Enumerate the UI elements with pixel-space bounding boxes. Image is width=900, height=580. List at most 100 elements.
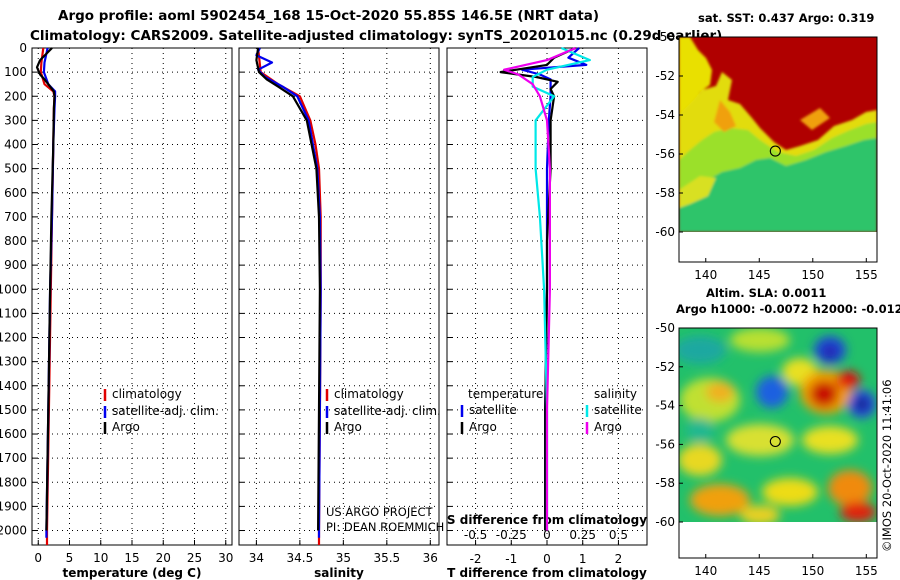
y-tick-label: 1000 — [0, 282, 27, 296]
series-line-argo — [255, 47, 321, 531]
series-line-salinity-argo — [503, 46, 577, 531]
series-line-argo — [35, 47, 56, 531]
map-y-tick-label: -58 — [655, 186, 675, 200]
y-tick-label: 1400 — [0, 379, 27, 393]
map-x-tick-label: 155 — [855, 268, 878, 282]
series-line-salinity-satellite — [531, 46, 592, 531]
map-x-tick-label: 145 — [748, 268, 771, 282]
plot-frame — [31, 47, 233, 546]
legend-label: satellite — [594, 403, 642, 417]
legend-label: Argo — [594, 420, 622, 434]
y-tick-label: 800 — [4, 234, 27, 248]
y-tick-label: 1700 — [0, 451, 27, 465]
y-tick-label: 1500 — [0, 403, 27, 417]
y-tick-label: 0 — [19, 41, 27, 55]
map-x-tick-label: 150 — [801, 564, 824, 578]
x-axis-label: temperature (deg C) — [63, 566, 202, 580]
sla-field — [679, 328, 877, 522]
sla-map-title-line1: Altim. SLA: 0.0011 — [706, 286, 826, 300]
y-tick-label: 1800 — [0, 475, 27, 489]
x-tick-label: 36 — [423, 551, 438, 565]
series-line-temperature-argo — [499, 46, 577, 531]
x-tick-label: 0 — [543, 552, 551, 566]
imos-watermark: ©IMOS 20-Oct-2020 11:41:06 — [880, 379, 894, 552]
s-tick-label: 0 — [543, 528, 551, 542]
y-tick-label: 1300 — [0, 355, 27, 369]
sla-argo-location-marker — [769, 435, 781, 448]
annotation-pi: PI: DEAN ROEMMICH — [326, 520, 444, 534]
x-tick-label: 34 — [249, 551, 264, 565]
s-tick-label: -0.5 — [464, 528, 487, 542]
sla-map-title-line2: Argo h1000: -0.0072 h2000: -0.012 — [676, 302, 900, 316]
annotation-project: US ARGO PROJECT — [326, 505, 434, 519]
map-y-tick-label: -58 — [655, 476, 675, 490]
s-tick-label: -0.25 — [496, 528, 527, 542]
figure-title-line1: Argo profile: aoml 5902454_168 15-Oct-20… — [58, 8, 599, 24]
y-tick-label: 1100 — [0, 306, 27, 320]
map-y-tick-label: -50 — [655, 321, 675, 335]
legend-label: Argo — [469, 420, 497, 434]
map-y-tick-label: -50 — [655, 30, 675, 44]
legend-label: satellite-adj. clim. — [112, 404, 219, 418]
y-tick-label: 1200 — [0, 331, 27, 345]
x-tick-label: 30 — [218, 551, 233, 565]
map-y-tick-label: -54 — [655, 108, 675, 122]
legend-title-temperature: temperature — [468, 387, 543, 401]
x-tick-label: 2 — [615, 552, 623, 566]
x-tick-label: 20 — [156, 551, 171, 565]
legend-title-salinity: salinity — [594, 387, 637, 401]
y-tick-label: 600 — [4, 186, 27, 200]
x-tick-label: 35.5 — [373, 551, 400, 565]
map-y-tick-label: -52 — [655, 360, 675, 374]
map-y-tick-label: -56 — [655, 147, 675, 161]
map-x-tick-label: 155 — [855, 564, 878, 578]
series-line-climatology — [257, 47, 322, 545]
y-tick-label: 2000 — [0, 524, 27, 538]
x-tick-label: 1 — [579, 552, 587, 566]
map-x-tick-label: 140 — [694, 268, 717, 282]
x-axis-label: T difference from climatology — [447, 566, 647, 580]
x-tick-label: 10 — [93, 551, 108, 565]
y-tick-label: 900 — [4, 258, 27, 272]
sst-field — [679, 37, 877, 232]
series-line-temperature-satellite — [520, 47, 588, 531]
sst-map: sat. SST: 0.437 Argo: 0.319 -50 -52 -54 -56… — [655, 11, 877, 282]
x-tick-label: 0 — [34, 551, 42, 565]
y-tick-label: 300 — [4, 113, 27, 127]
plot-frame — [238, 47, 440, 546]
legend-label: satellite-adj. clim. — [334, 404, 441, 418]
legend-label: climatology — [112, 387, 182, 401]
figure-title-line2: Climatology: CARS2009. Satellite-adjuste… — [30, 28, 722, 44]
y-tick-label: 400 — [4, 138, 27, 152]
y-tick-label: 1600 — [0, 427, 27, 441]
y-tick-label: 700 — [4, 210, 27, 224]
map-y-tick-label: -56 — [655, 437, 675, 451]
map-y-tick-label: -54 — [655, 399, 675, 413]
legend-label: Argo — [334, 420, 362, 434]
y-tick-label: 1900 — [0, 499, 27, 513]
map-x-tick-label: 145 — [748, 564, 771, 578]
x-axis-label: salinity — [314, 566, 364, 580]
x-tick-label: 35 — [336, 551, 351, 565]
sst-argo-location-marker — [769, 145, 781, 157]
temperature-panel: 0 5 10 15 20 25 30 temperature (deg C) 0 100 200 30… — [0, 41, 233, 580]
x-tick-label: 5 — [66, 551, 74, 565]
legend-label: climatology — [334, 387, 404, 401]
s-tick-label: 0.25 — [569, 528, 596, 542]
x-tick-label: -2 — [470, 552, 482, 566]
sla-map: Altim. SLA: 0.0011 Argo h1000: -0.0072 h… — [655, 286, 900, 578]
salinity-panel: 34 34.5 35 35.5 36 salinity climatology satelli… — [238, 47, 444, 580]
s-tick-label: 0.5 — [609, 528, 628, 542]
x-tick-label: -1 — [505, 552, 517, 566]
x-tick-label: 15 — [124, 551, 139, 565]
x-tick-label: 25 — [187, 551, 202, 565]
sst-map-title: sat. SST: 0.437 Argo: 0.319 — [698, 11, 874, 25]
map-y-tick-label: -60 — [655, 225, 675, 239]
map-x-tick-label: 150 — [801, 268, 824, 282]
difference-panel: -2 -1 0 1 2-0.5 -0.25 0 0.25 0.5S difference fro… — [446, 46, 648, 580]
x-tick-label: 34.5 — [287, 551, 314, 565]
map-x-tick-label: 140 — [694, 564, 717, 578]
y-tick-label: 500 — [4, 162, 27, 176]
legend-label: satellite — [469, 403, 517, 417]
